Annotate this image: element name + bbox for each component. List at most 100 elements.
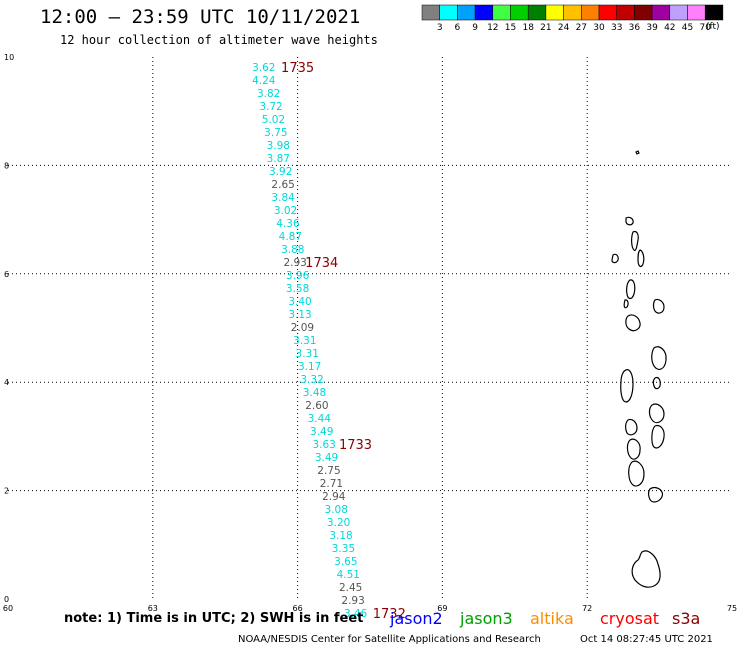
swh-value: 3.58	[286, 283, 309, 295]
swh-value: 3.49	[315, 452, 338, 464]
legend-swatch	[439, 4, 458, 21]
timestamp-text: Oct 14 08:27:45 UTC 2021	[580, 634, 713, 645]
swh-value: 3.62	[252, 62, 275, 74]
grid: 60 63 66 69 72 75 0 2 4 6 8 10	[3, 53, 737, 613]
swh-value: 3.82	[257, 88, 280, 100]
pass-time-label: 1735	[281, 61, 314, 76]
legend-swatch	[634, 4, 653, 21]
island	[626, 438, 641, 460]
legend-swatch	[563, 4, 582, 21]
island	[620, 369, 634, 403]
swh-value: 3.13	[288, 309, 311, 321]
island	[651, 346, 667, 370]
pass-time-label: 1734	[305, 256, 338, 271]
satellite-name-s3a: s3a	[672, 609, 701, 628]
island	[631, 550, 661, 588]
swh-value: 3.48	[303, 387, 326, 399]
swh-value: 3.31	[296, 348, 319, 360]
legend-swatch	[687, 4, 706, 21]
swh-value: 3.17	[298, 361, 321, 373]
island	[625, 216, 634, 226]
legend-swatch	[669, 4, 688, 21]
island	[625, 314, 641, 332]
legend-label: 15	[505, 23, 516, 33]
legend-label: 30	[593, 23, 605, 33]
x-tick-label: 66	[293, 604, 303, 613]
legend-label: 39	[646, 23, 658, 33]
y-tick-label: 6	[4, 270, 9, 279]
legend-swatch	[598, 4, 617, 21]
swh-value: 4.51	[337, 569, 360, 581]
legend-label: 18	[522, 23, 534, 33]
swh-value: 3.35	[332, 543, 355, 555]
swh-value: 3.65	[334, 556, 357, 568]
swh-value: 3.84	[271, 192, 295, 204]
island	[626, 279, 636, 300]
legend-units: (ft)	[706, 22, 720, 32]
y-tick-label: 10	[4, 53, 14, 62]
island	[637, 249, 645, 268]
legend-label: 45	[682, 23, 693, 33]
legend-label: 9	[472, 23, 478, 33]
coastline	[611, 150, 667, 588]
swh-value: 4.36	[276, 218, 300, 230]
legend-swatch	[527, 4, 547, 21]
island	[648, 403, 665, 424]
swh-value: 3.02	[274, 205, 297, 217]
island	[651, 424, 665, 449]
swh-value: 2.93	[283, 257, 306, 269]
y-tick-label: 2	[4, 487, 9, 496]
swh-value: 4.87	[279, 231, 302, 243]
legend-label: 33	[611, 23, 622, 33]
pass-time-label: 1732	[373, 607, 406, 622]
island	[625, 418, 638, 436]
swh-value: 5.02	[262, 114, 285, 126]
x-tick-label: 63	[148, 604, 158, 613]
swh-value: 2.75	[317, 465, 340, 477]
swh-observations: 3.624.243.823.725.023.753.983.873.922.65…	[252, 61, 406, 622]
island	[628, 460, 645, 487]
legend-label: 6	[455, 23, 461, 33]
swh-value: 3.92	[269, 166, 292, 178]
legend-label: 36	[629, 23, 641, 33]
island	[652, 298, 665, 314]
page-title: 12:00 – 23:59 UTC 10/11/2021	[40, 6, 361, 28]
island	[648, 486, 664, 503]
legend-label: 27	[576, 23, 587, 33]
swh-value: 2.93	[341, 595, 364, 607]
page-subtitle: 12 hour collection of altimeter wave hei…	[60, 33, 378, 47]
swh-value: 3.08	[325, 504, 348, 516]
legend-swatch	[581, 4, 600, 21]
swh-value: 3.49	[310, 426, 333, 438]
satellite-name-jason3: jason3	[460, 609, 513, 628]
swh-value: 3.87	[267, 153, 290, 165]
satellite-name-jason2: jason2	[390, 609, 443, 628]
swh-value: 2.60	[305, 400, 328, 412]
swh-value: 2.94	[322, 491, 346, 503]
x-tick-label: 75	[727, 604, 737, 613]
satellite-name-cryosat: cryosat	[600, 609, 660, 628]
legend-label: 12	[487, 23, 498, 33]
x-tick-label: 69	[437, 604, 447, 613]
swh-value: 3.98	[267, 140, 290, 152]
swh-value: 2.45	[339, 582, 362, 594]
swh-value: 3.88	[281, 244, 304, 256]
swh-value: 2.09	[291, 322, 314, 334]
color-legend: 3 6 9 12 15 18 21 24 27 30 33 36 39 42 45 70	[421, 4, 724, 33]
legend-label: 21	[540, 23, 551, 33]
island	[631, 230, 639, 251]
swh-value: 3.18	[329, 530, 352, 542]
swh-value: 3.32	[300, 374, 323, 386]
legend-swatch	[474, 4, 494, 21]
swh-value: 3.31	[293, 335, 316, 347]
legend-label: 3	[437, 23, 443, 33]
island	[635, 150, 640, 155]
legend-swatch	[545, 4, 564, 21]
y-tick-label: 4	[4, 378, 9, 387]
legend-swatch	[492, 4, 511, 21]
x-tick-label: 60	[3, 604, 13, 613]
swh-value: 3.46	[344, 608, 368, 620]
credit-text: NOAA/NESDIS Center for Satellite Applica…	[238, 634, 541, 645]
